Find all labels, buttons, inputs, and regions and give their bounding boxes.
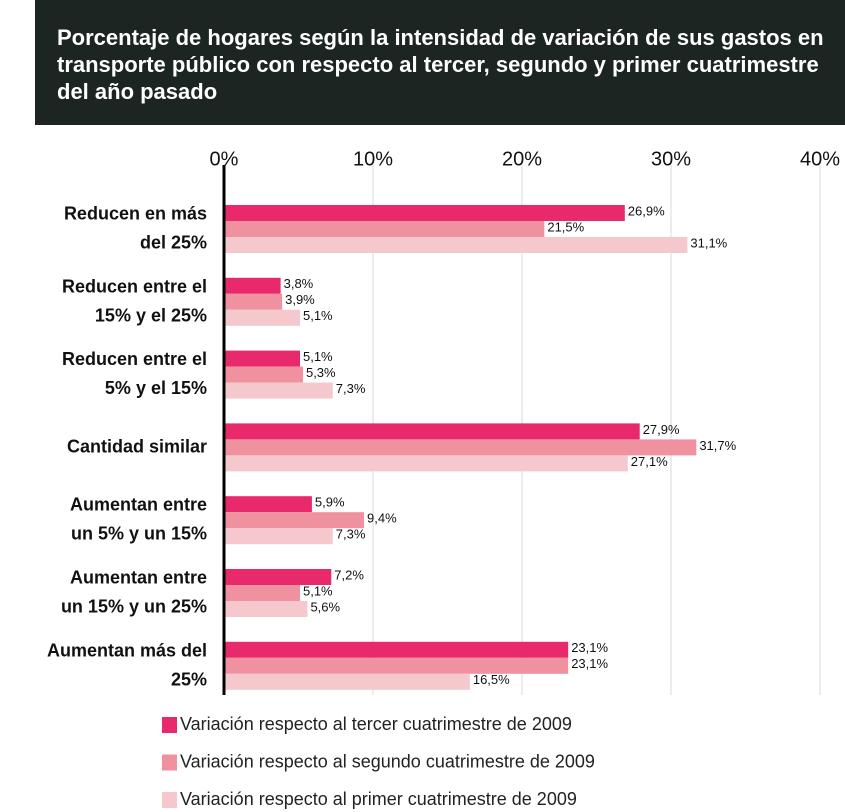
x-tick-label: 40% (800, 148, 840, 170)
value-label: 5,6% (310, 599, 340, 614)
value-label: 21,5% (547, 219, 584, 234)
x-tick-label: 30% (651, 148, 691, 170)
bar (224, 673, 470, 690)
category-label: Aumentan más del 25% (47, 640, 207, 689)
value-label: 3,9% (285, 292, 315, 307)
value-label: 27,9% (643, 422, 680, 437)
value-label: 5,1% (303, 308, 333, 323)
value-label: 5,9% (315, 495, 345, 510)
legend-swatch (162, 717, 177, 733)
value-label: 7,3% (336, 381, 366, 396)
x-tick-label: 10% (353, 148, 393, 170)
category-label: Aumentan entre un 15% y un 25% (61, 567, 207, 616)
bar (224, 455, 628, 472)
bar (224, 641, 569, 658)
bar (224, 205, 625, 221)
value-label: 7,3% (336, 527, 366, 542)
value-label: 7,2% (334, 567, 364, 582)
bar (224, 350, 300, 367)
legend-swatch (162, 754, 177, 771)
bar (224, 657, 569, 674)
legend-swatch (162, 792, 177, 808)
category-label: Reducen entre el 5% y el 15% (62, 349, 207, 398)
category-label: Cantidad similar (67, 436, 207, 456)
chart-title: Porcentaje de hogares según la intensida… (35, 0, 845, 125)
bar (224, 496, 312, 513)
category-label: Reducen entre el 15% y el 25% (62, 276, 207, 325)
bar (224, 221, 545, 237)
category-label: Aumentan entre un 5% y un 15% (70, 494, 207, 543)
bar (224, 309, 300, 326)
value-label: 5,1% (303, 583, 333, 598)
value-label: 5,1% (303, 349, 333, 364)
bar (224, 366, 303, 383)
legend-label: Variación respecto al primer cuatrimestr… (180, 789, 577, 809)
value-label: 23,1% (571, 640, 608, 655)
value-label: 27,1% (631, 454, 668, 469)
value-label: 5,3% (306, 365, 336, 380)
value-label: 3,8% (284, 276, 314, 291)
value-label: 31,7% (699, 438, 736, 453)
bar (224, 237, 688, 253)
bar (224, 585, 300, 601)
bar (224, 423, 640, 440)
bar (224, 277, 281, 294)
bar (224, 512, 365, 529)
value-label: 23,1% (571, 656, 608, 671)
bar (224, 569, 332, 585)
value-label: 31,1% (690, 235, 727, 250)
category-label: Reducen en más del 25% (64, 203, 207, 252)
legend-label: Variación respecto al tercer cuatrimestr… (180, 714, 572, 734)
value-label: 16,5% (473, 672, 510, 687)
value-label: 26,9% (628, 203, 665, 218)
bar (224, 528, 333, 545)
bar (224, 601, 308, 617)
bar (224, 382, 333, 399)
value-label: 9,4% (367, 511, 397, 526)
x-tick-label: 20% (502, 148, 542, 170)
x-tick-label: 0% (210, 148, 239, 170)
bar (224, 293, 283, 310)
legend-label: Variación respecto al segundo cuatrimest… (180, 751, 595, 771)
bar (224, 439, 697, 456)
